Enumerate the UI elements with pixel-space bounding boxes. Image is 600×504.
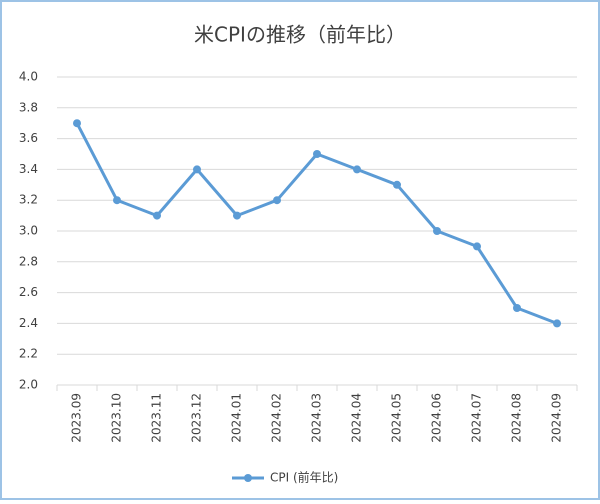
point [233, 211, 241, 220]
y-tick-label: 2.6 [19, 285, 38, 299]
x-tick-label: 2023.09 [70, 393, 84, 443]
y-tick-label: 2.4 [19, 316, 38, 330]
legend-label: CPI (前年比) [270, 470, 338, 485]
x-tick-label: 2024.05 [390, 393, 404, 443]
y-tick-label: 2.2 [19, 347, 38, 361]
x-tick-label: 2023.11 [150, 393, 164, 443]
point [433, 227, 441, 235]
y-tick-label: 2.8 [19, 254, 38, 268]
x-tick-label: 2024.08 [510, 393, 524, 443]
x-tick-label: 2024.07 [470, 393, 484, 443]
y-tick-label: 3.4 [19, 162, 38, 176]
point [153, 211, 161, 220]
point [393, 180, 401, 189]
y-tick-label: 3.8 [19, 100, 38, 114]
point [73, 119, 81, 128]
point [473, 242, 481, 251]
x-tick-label: 2023.12 [190, 393, 204, 443]
legend-marker [244, 474, 252, 482]
point [113, 196, 121, 205]
x-tick-label: 2024.03 [310, 393, 324, 443]
y-tick-label: 3.0 [19, 224, 38, 238]
point [273, 196, 281, 205]
y-tick-label: 4.0 [19, 70, 38, 84]
x-tick-label: 2023.10 [110, 393, 124, 443]
x-tick-label: 2024.06 [430, 393, 444, 443]
point [513, 304, 521, 312]
point [353, 165, 361, 174]
point [193, 165, 201, 174]
x-tick-label: 2024.01 [230, 393, 244, 443]
chart-title: 米CPIの推移（前年比） [194, 23, 406, 47]
x-tick-label: 2024.09 [550, 393, 564, 443]
point [313, 150, 321, 158]
y-tick-label: 2.0 [19, 378, 38, 392]
x-tick-label: 2024.04 [350, 393, 364, 443]
y-tick-label: 3.6 [19, 131, 38, 145]
y-tick-label: 3.2 [19, 193, 38, 207]
x-tick-label: 2024.02 [270, 393, 284, 443]
point [553, 319, 561, 328]
